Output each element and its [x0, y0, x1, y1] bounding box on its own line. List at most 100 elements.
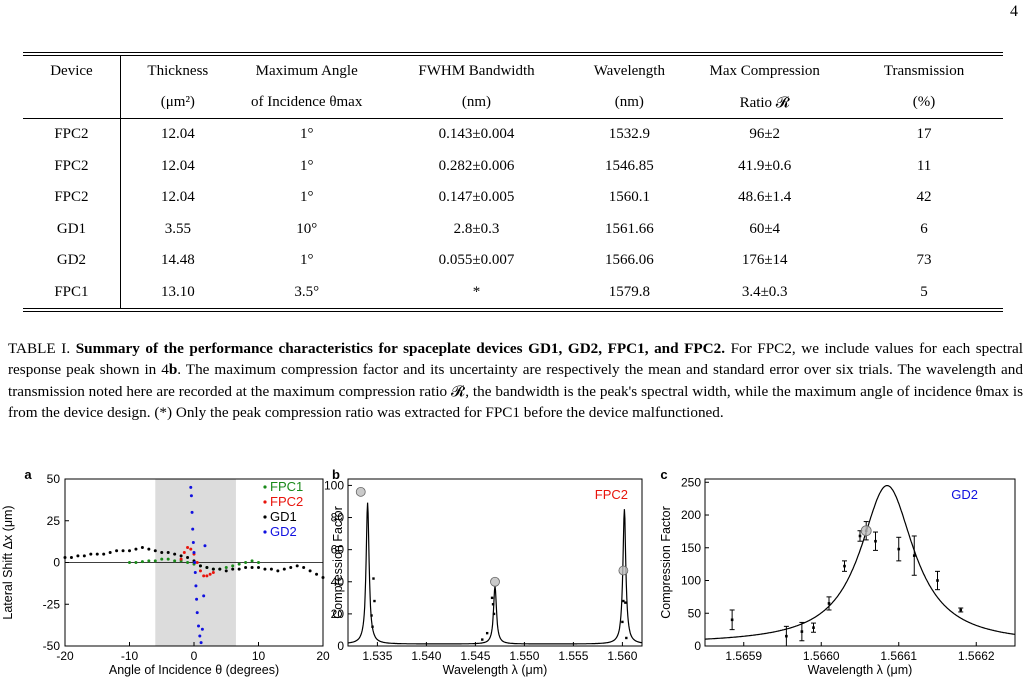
data-point [179, 557, 183, 561]
data-point [76, 554, 80, 558]
x-tick-label: 1.5661 [880, 649, 917, 663]
x-axis-label: Angle of Incidence θ (degrees) [109, 663, 279, 677]
data-point [147, 547, 151, 551]
table-cell: 60±4 [749, 220, 781, 237]
table-cell: GD1 [23, 213, 121, 245]
data-point [315, 572, 319, 576]
x-tick-label: -10 [121, 649, 139, 663]
table-header-row: Device Thickness Maximum Angle FWHM Bandwid… [23, 56, 1003, 87]
table-row: FPC2 12.04 1° 0.143±0.004 1532.9 96±2 17 [23, 118, 1003, 151]
caption-label: TABLE I. [8, 340, 71, 357]
table-cell [23, 87, 121, 119]
data-point [621, 620, 624, 624]
table-cell: FPC2 [23, 150, 121, 182]
table-cell: 176±14 [741, 252, 788, 269]
table-cell: 12.04 [160, 157, 195, 174]
data-point [308, 569, 312, 573]
table-cell: 1° [299, 189, 314, 206]
data-point [211, 571, 215, 575]
max-marker [860, 525, 872, 537]
data-point [224, 566, 228, 570]
table-cell: FPC2 [23, 182, 121, 214]
data-point [195, 561, 199, 564]
table-cell: (nm) [378, 87, 575, 119]
data-point [179, 554, 183, 558]
panel-label: c [660, 467, 667, 482]
y-tick-label: 50 [47, 472, 61, 486]
data-point [69, 555, 73, 559]
data-point [102, 552, 106, 556]
data-point [115, 549, 119, 553]
legend-marker [263, 530, 267, 534]
data-point [166, 550, 170, 554]
y-tick-label: 40 [331, 575, 345, 589]
data-point [191, 540, 195, 544]
data-point [257, 566, 260, 570]
data-point [95, 552, 99, 556]
data-point [134, 547, 138, 551]
data-point [193, 571, 197, 575]
data-point [197, 624, 201, 628]
table-cell: 1546.85 [604, 157, 654, 174]
table-cell: 12.04 [160, 189, 195, 206]
legend-entry: GD2 [270, 524, 297, 539]
data-point [128, 561, 131, 564]
table-cell: 1° [299, 252, 314, 269]
caption-text-2: . The maximum compression factor and its… [8, 361, 1023, 422]
data-point [244, 566, 248, 570]
table-cell: of Incidence θmax [234, 87, 379, 119]
table-cell: 17 [916, 126, 932, 143]
table-cell: (%) [845, 87, 1003, 119]
data-point [231, 567, 235, 571]
data-point [189, 494, 193, 498]
y-tick-label: -25 [43, 597, 61, 611]
data-point [912, 554, 916, 557]
table-cell: 0.147±0.005 [438, 189, 515, 206]
table-cell: GD2 [23, 245, 121, 277]
table-cell: 1579.8 [608, 283, 650, 300]
data-point [205, 574, 209, 578]
panel-label: a [24, 467, 32, 482]
data-point [827, 602, 831, 605]
table-cell: Wavelength [593, 63, 665, 79]
data-point [205, 566, 209, 570]
data-point [199, 641, 203, 645]
x-axis-label: Wavelength λ (μm) [808, 663, 913, 677]
y-tick-label: 0 [53, 556, 60, 570]
table-cell: 6 [920, 220, 928, 237]
panel-tag: FPC2 [595, 487, 628, 502]
table-cell: 12.04 [160, 126, 195, 143]
table-cell: 1560.1 [608, 189, 650, 206]
data-point [224, 569, 228, 573]
fit-curve [348, 502, 643, 645]
legend-entry: FPC1 [270, 479, 303, 494]
caption-bold-ref: b [168, 361, 178, 379]
table-caption: TABLE I. Summary of the performance char… [8, 338, 1023, 424]
table-cell: 13.10 [160, 283, 195, 300]
data-point [295, 564, 299, 568]
table-row: GD1 3.55 10° 2.8±0.3 1561.66 60±4 6 [23, 213, 1003, 245]
plot-frame [704, 478, 1016, 647]
table-cell: (nm) [574, 87, 685, 119]
data-point [203, 544, 207, 548]
table-cell: Maximum Angle [255, 63, 358, 79]
data-point [276, 569, 280, 573]
max-marker [355, 486, 366, 497]
data-point [160, 550, 164, 554]
table-cell: 48.6±1.4 [738, 189, 792, 206]
data-point [269, 567, 273, 571]
x-tick-label: 1.540 [411, 649, 441, 663]
table-cell: 1561.66 [604, 220, 654, 237]
data-point [198, 569, 202, 573]
summary-table-grid: Device Thickness Maximum Angle FWHM Bandwid… [23, 56, 1003, 308]
y-tick-label: 150 [681, 541, 701, 555]
x-tick-label: 1.560 [607, 649, 637, 663]
table-row: FPC2 12.04 1° 0.282±0.006 1546.85 41.9±0.6 11 [23, 150, 1003, 182]
data-point [194, 584, 198, 588]
data-point [250, 566, 254, 570]
table-row: FPC2 12.04 1° 0.147±0.005 1560.1 48.6±1.4 42 [23, 182, 1003, 214]
data-point [128, 549, 131, 553]
data-point [211, 567, 215, 571]
table-cell: 5 [920, 283, 928, 300]
data-point [198, 564, 202, 568]
